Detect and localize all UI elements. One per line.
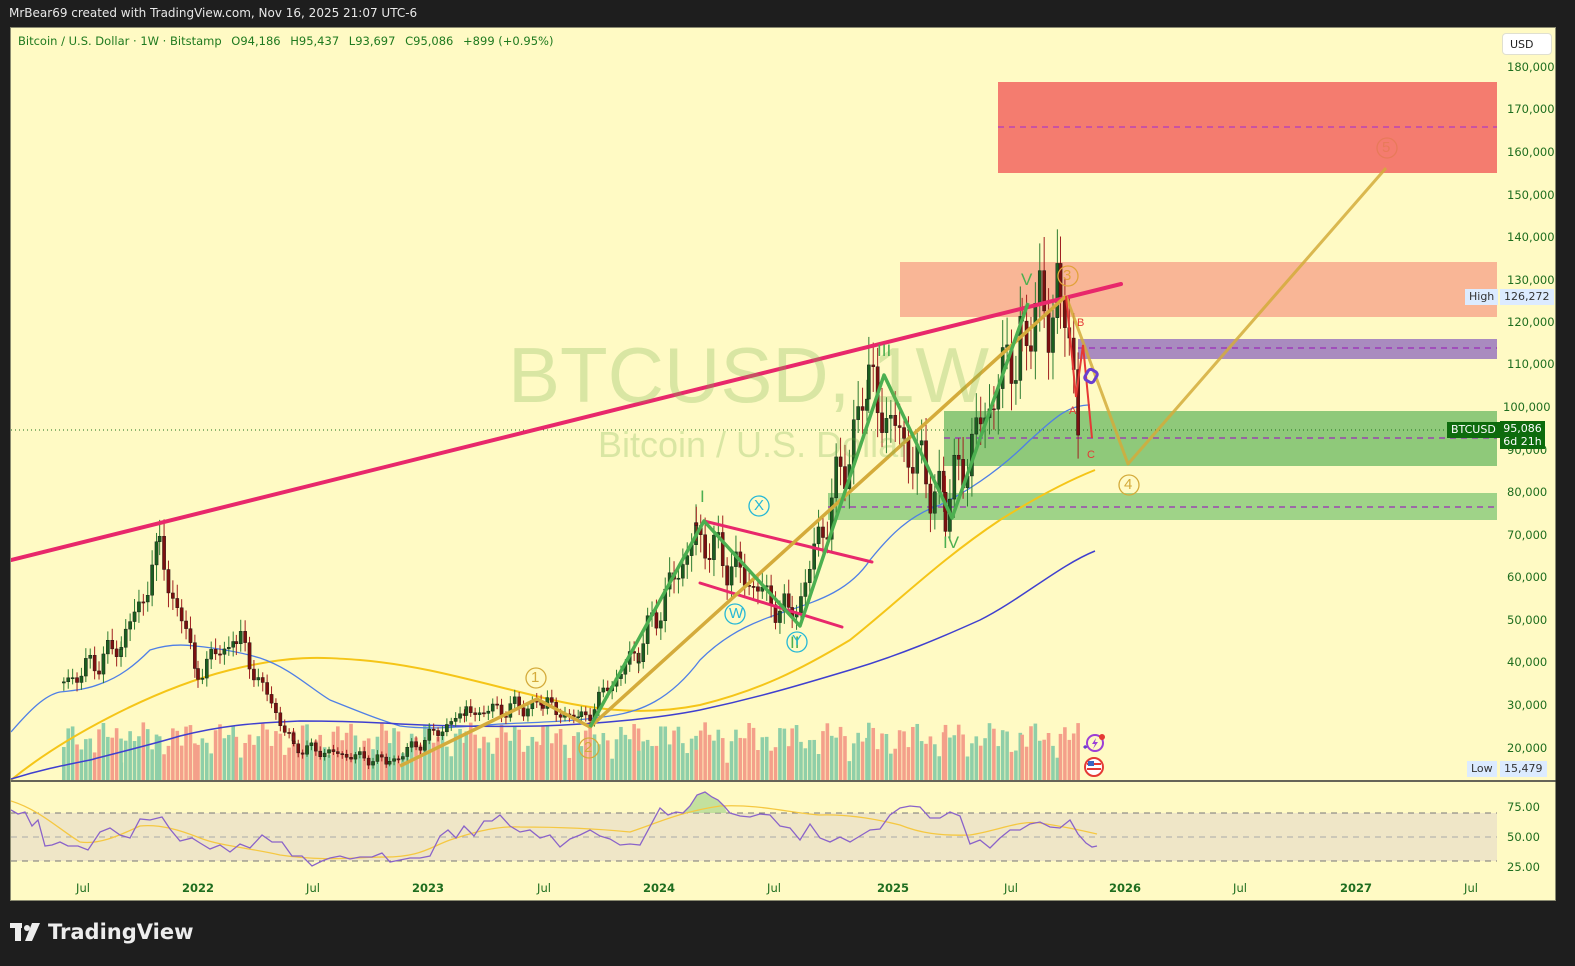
wave-iv-text: IV <box>943 533 960 552</box>
legend-close: C95,086 <box>405 34 454 48</box>
price-axis-label: 140,000 <box>1507 230 1555 244</box>
wave-b-text: B <box>1077 317 1085 329</box>
low-label: Low <box>1467 761 1497 777</box>
time-axis-label: 2027 <box>1339 881 1373 895</box>
wave-v-text: V <box>1021 270 1033 289</box>
time-axis-label: Jul <box>76 881 90 895</box>
ma-indigo <box>11 550 1096 780</box>
time-axis-label: Jul <box>1004 881 1018 895</box>
legend-title: Bitcoin / U.S. Dollar · 1W · Bitstamp <box>18 34 222 48</box>
price-axis-label: 50,000 <box>1507 613 1548 627</box>
price-axis-label: 40,000 <box>1507 655 1548 669</box>
macro-trendline <box>11 282 1123 562</box>
low-value: 15,479 <box>1500 761 1547 777</box>
rsi-pane <box>11 780 1556 867</box>
zone-wave5-target <box>998 82 1497 173</box>
price-axis-label: 30,000 <box>1507 698 1548 712</box>
moving-averages <box>11 404 1096 780</box>
symbol-price-tag: BTCUSD <box>1447 422 1500 438</box>
symbol-legend[interactable]: Bitcoin / U.S. Dollar · 1W · Bitstamp O9… <box>18 34 559 48</box>
rsi-ma-line <box>11 800 1098 860</box>
time-axis-label: Jul <box>767 881 781 895</box>
price-axis-label: 70,000 <box>1507 528 1548 542</box>
price-axis-label: 170,000 <box>1507 102 1555 116</box>
wave-2-text: 2 <box>584 739 593 756</box>
price-axis-label: 150,000 <box>1507 188 1555 202</box>
purple-marker <box>1083 367 1099 385</box>
legend-low: L93,697 <box>348 34 396 48</box>
rsi-axis-label: 75.00 <box>1507 800 1540 814</box>
high-label: High <box>1465 289 1499 305</box>
zone-purple <box>1078 339 1497 359</box>
legend-change: +899 (+0.95%) <box>463 34 554 48</box>
price-axis-label: 100,000 <box>1503 400 1551 414</box>
currency-button[interactable]: USD <box>1502 33 1552 55</box>
legend-high: H95,437 <box>290 34 340 48</box>
wave-w-text: W <box>729 605 744 622</box>
us-flag-event-icon <box>1084 757 1104 777</box>
channel-lower <box>698 581 844 629</box>
lightning-event-icon <box>1083 734 1105 752</box>
last-price-value: 95,086 <box>1503 422 1542 435</box>
time-axis-label: 2024 <box>642 881 676 895</box>
event-icons[interactable] <box>1080 730 1110 780</box>
wave-4-text: 4 <box>1124 476 1133 493</box>
price-axis-label: 130,000 <box>1507 273 1555 287</box>
price-axis-label: 160,000 <box>1507 145 1555 159</box>
time-axis-label: Jul <box>1464 881 1478 895</box>
trendlines <box>11 282 1123 629</box>
price-axis-label: 80,000 <box>1507 485 1548 499</box>
bar-countdown: 6d 21h <box>1503 435 1542 448</box>
wave-i-text: I <box>700 487 705 506</box>
chart-attribution: MrBear69 created with TradingView.com, N… <box>9 6 418 20</box>
ma-blue <box>11 404 1091 733</box>
wave-iii-text: III <box>877 341 892 360</box>
last-price-tag: 95,086 6d 21h <box>1500 421 1545 449</box>
abc-correction-path <box>1065 295 1093 439</box>
tradingview-logo-icon <box>10 923 40 941</box>
wave-y-text: Y <box>792 632 803 649</box>
time-axis-label: Jul <box>1233 881 1247 895</box>
rsi-overbought-fill <box>683 792 727 813</box>
price-axis-label: 120,000 <box>1507 315 1555 329</box>
tradingview-logo[interactable]: TradingView <box>10 920 193 944</box>
wave-3-text: 3 <box>1063 267 1072 284</box>
volume-histogram <box>62 722 1080 780</box>
time-axis-label: Jul <box>537 881 551 895</box>
rsi-axis-label: 25.00 <box>1507 860 1540 874</box>
price-axis-label: 110,000 <box>1507 357 1555 371</box>
wave-ii-text: II <box>790 633 800 652</box>
channel-upper <box>702 519 874 564</box>
zone-resistance <box>900 262 1497 317</box>
wave-c-text: C <box>1087 449 1095 461</box>
time-axis-label: Jul <box>306 881 320 895</box>
time-axis-label: 2023 <box>411 881 445 895</box>
intermediate-wave-path <box>588 302 1030 728</box>
price-axis-label: 20,000 <box>1507 741 1548 755</box>
price-axis-label: 60,000 <box>1507 570 1548 584</box>
brand-name: TradingView <box>48 920 194 944</box>
time-axis-label: 2022 <box>181 881 215 895</box>
price-axis-label: 180,000 <box>1507 60 1555 74</box>
legend-open: O94,186 <box>231 34 281 48</box>
wave-5-text: 5 <box>1382 139 1391 156</box>
high-value: 126,272 <box>1500 289 1554 305</box>
time-axis-label: 2026 <box>1108 881 1142 895</box>
rsi-axis-label: 50.00 <box>1507 830 1540 844</box>
wave-1-text: 1 <box>531 669 540 686</box>
rsi-line <box>11 791 1098 867</box>
price-zones <box>11 82 1497 520</box>
primary-wave-path <box>399 167 1388 768</box>
time-axis-label: 2025 <box>876 881 910 895</box>
wave-a-text: A <box>1069 405 1077 417</box>
wave-x-text: X <box>754 497 765 514</box>
